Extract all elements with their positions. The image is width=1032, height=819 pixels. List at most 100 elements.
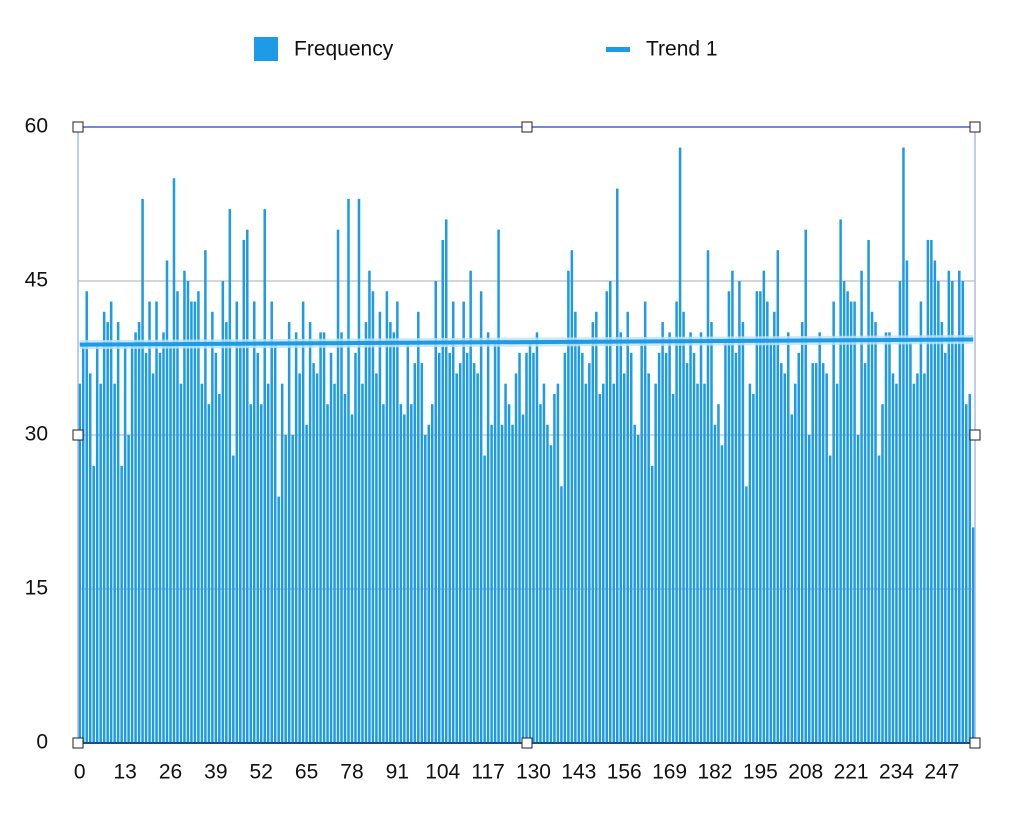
bar	[971, 527, 975, 743]
bar	[431, 404, 434, 743]
bar	[937, 281, 940, 743]
bar	[294, 332, 298, 743]
bar	[214, 352, 218, 743]
x-tick-label: 0	[74, 761, 86, 784]
bar	[368, 270, 371, 743]
bar	[259, 404, 263, 743]
bar	[451, 301, 455, 743]
handle[interactable]	[72, 737, 84, 749]
bar	[657, 352, 661, 743]
bar	[479, 291, 483, 743]
x-tick-label: 117	[471, 761, 504, 784]
legend-label: Frequency	[294, 38, 394, 61]
bar	[396, 301, 399, 743]
bar	[759, 291, 762, 743]
bar	[895, 383, 898, 743]
x-tick-label: 208	[788, 761, 823, 784]
bar	[727, 291, 731, 743]
bar	[951, 281, 954, 743]
bar	[605, 291, 609, 743]
bar	[828, 455, 832, 743]
bar	[703, 383, 706, 743]
x-tick-label: 52	[250, 761, 273, 784]
bar	[849, 301, 853, 743]
x-tick-label: 91	[386, 761, 409, 784]
bar	[591, 322, 595, 743]
bar	[437, 352, 441, 743]
bar	[664, 352, 668, 743]
bar	[853, 301, 856, 743]
bar	[280, 383, 284, 743]
bar	[622, 373, 626, 743]
bar	[776, 250, 780, 743]
bar	[947, 270, 951, 743]
bar	[469, 270, 472, 743]
bar	[155, 301, 158, 743]
bar	[441, 239, 444, 743]
bar	[413, 363, 417, 743]
bar	[685, 363, 689, 743]
bar	[186, 281, 190, 743]
x-tick-label: 143	[561, 761, 596, 784]
bar	[434, 281, 438, 743]
bar	[930, 239, 933, 743]
x-tick-label: 26	[159, 761, 182, 784]
bar	[148, 301, 151, 743]
bar	[197, 291, 200, 743]
bar	[874, 322, 877, 743]
bar	[113, 383, 116, 743]
bar	[486, 332, 490, 743]
handle[interactable]	[521, 121, 533, 133]
handle[interactable]	[969, 737, 981, 749]
bar	[102, 311, 106, 743]
bar	[804, 229, 807, 743]
bar	[137, 322, 141, 743]
bar	[797, 352, 800, 743]
bar	[448, 352, 451, 743]
handle[interactable]	[969, 121, 981, 133]
bar	[563, 352, 567, 743]
bar	[626, 311, 629, 743]
bar	[793, 383, 797, 743]
bar	[867, 239, 870, 743]
bar	[319, 332, 322, 743]
bar	[595, 311, 598, 743]
bar	[766, 301, 769, 743]
bar	[500, 424, 504, 743]
x-tick-label: 65	[295, 761, 318, 784]
y-tick-label: 30	[25, 423, 48, 446]
handle[interactable]	[521, 737, 533, 749]
x-tick-label: 104	[425, 761, 460, 784]
bar	[151, 373, 155, 743]
bar	[535, 332, 539, 743]
bar	[158, 352, 162, 743]
handle[interactable]	[969, 429, 981, 441]
bar	[860, 270, 863, 743]
bar	[842, 281, 846, 743]
bar	[619, 332, 622, 743]
bar	[141, 198, 144, 743]
bar	[745, 486, 748, 743]
handle[interactable]	[72, 121, 84, 133]
bar	[172, 178, 176, 744]
bar	[612, 383, 616, 743]
bar	[807, 435, 811, 743]
bar	[731, 270, 734, 743]
bar	[493, 342, 497, 743]
bar	[277, 496, 280, 743]
bar	[539, 404, 542, 743]
bar	[598, 393, 602, 743]
bar	[846, 291, 849, 743]
bar	[120, 465, 123, 743]
bar	[706, 250, 710, 743]
handle[interactable]	[72, 429, 84, 441]
bar	[207, 404, 211, 743]
bar	[696, 383, 699, 743]
bar	[783, 373, 787, 743]
bar	[270, 301, 273, 743]
bar	[183, 270, 186, 743]
bar	[225, 322, 228, 743]
bar	[507, 404, 511, 743]
bar	[738, 281, 741, 743]
bar	[371, 291, 375, 743]
